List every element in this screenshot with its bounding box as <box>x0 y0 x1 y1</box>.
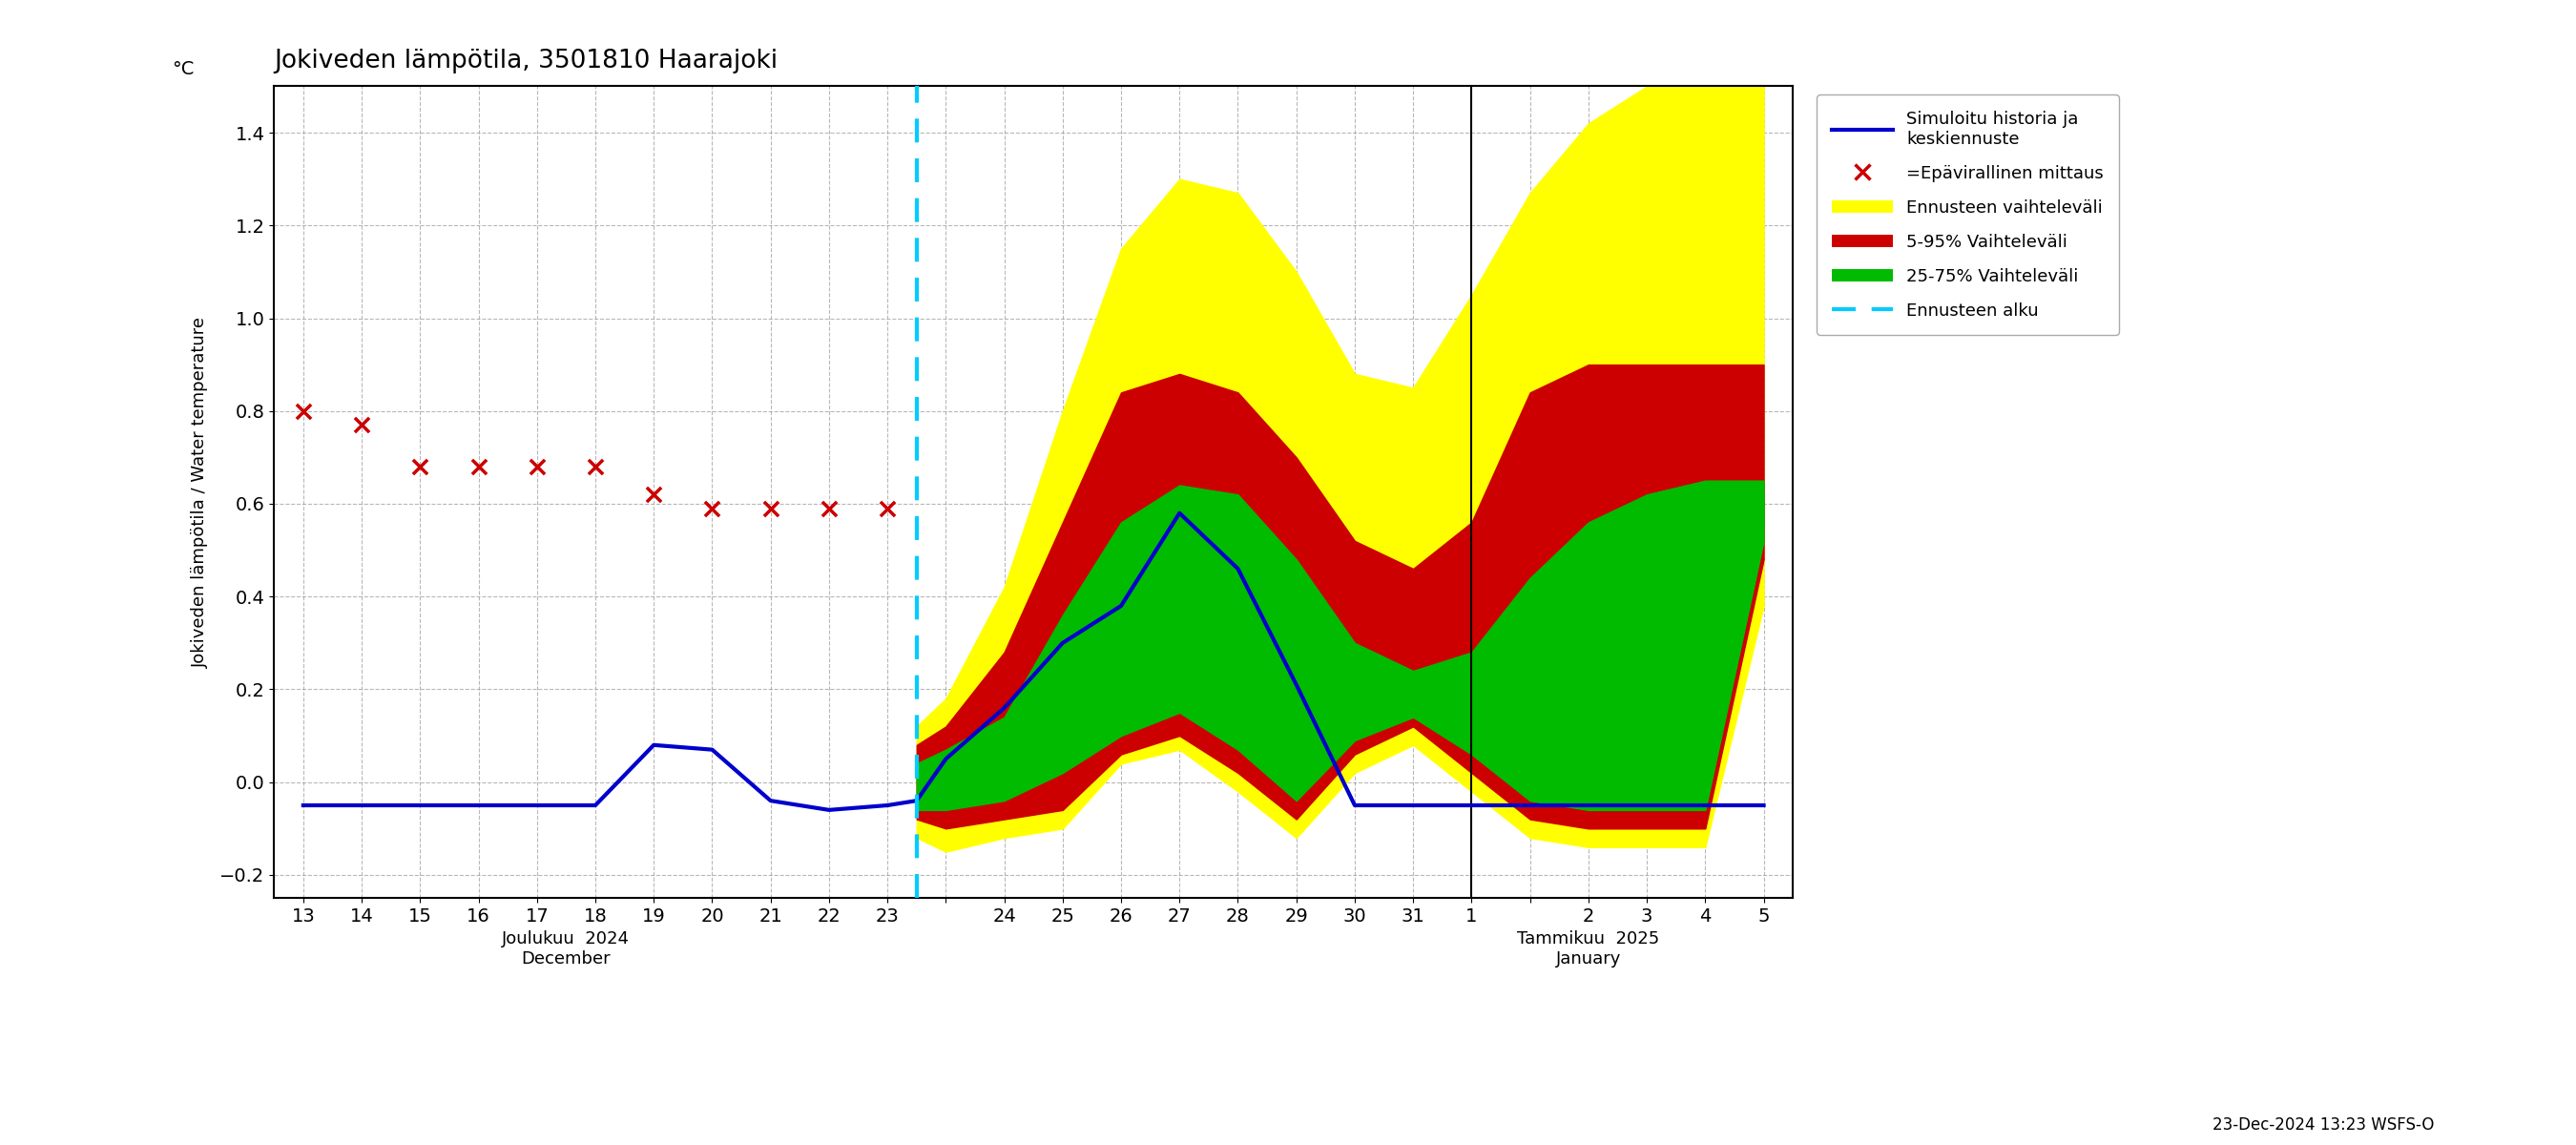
Point <box>574 458 616 476</box>
Text: Joulukuu  2024
December: Joulukuu 2024 December <box>502 931 631 968</box>
Point <box>515 458 556 476</box>
Text: Jokiveden lämpötila, 3501810 Haarajoki: Jokiveden lämpötila, 3501810 Haarajoki <box>273 48 778 73</box>
Point <box>340 416 381 434</box>
Point <box>866 499 907 518</box>
Point <box>690 499 732 518</box>
Point <box>459 458 500 476</box>
Text: Tammikuu  2025
January: Tammikuu 2025 January <box>1517 931 1659 968</box>
Point <box>399 458 440 476</box>
Text: °C: °C <box>173 60 193 78</box>
Y-axis label: Jokiveden lämpötila / Water temperature: Jokiveden lämpötila / Water temperature <box>193 317 209 668</box>
Point <box>809 499 850 518</box>
Point <box>750 499 791 518</box>
Point <box>283 402 325 420</box>
Point <box>634 485 675 504</box>
Text: 23-Dec-2024 13:23 WSFS-O: 23-Dec-2024 13:23 WSFS-O <box>2213 1116 2434 1134</box>
Legend: Simuloitu historia ja
keskiennuste, =Epävirallinen mittaus, Ennusteen vaihtelevä: Simuloitu historia ja keskiennuste, =Epä… <box>1816 95 2120 335</box>
